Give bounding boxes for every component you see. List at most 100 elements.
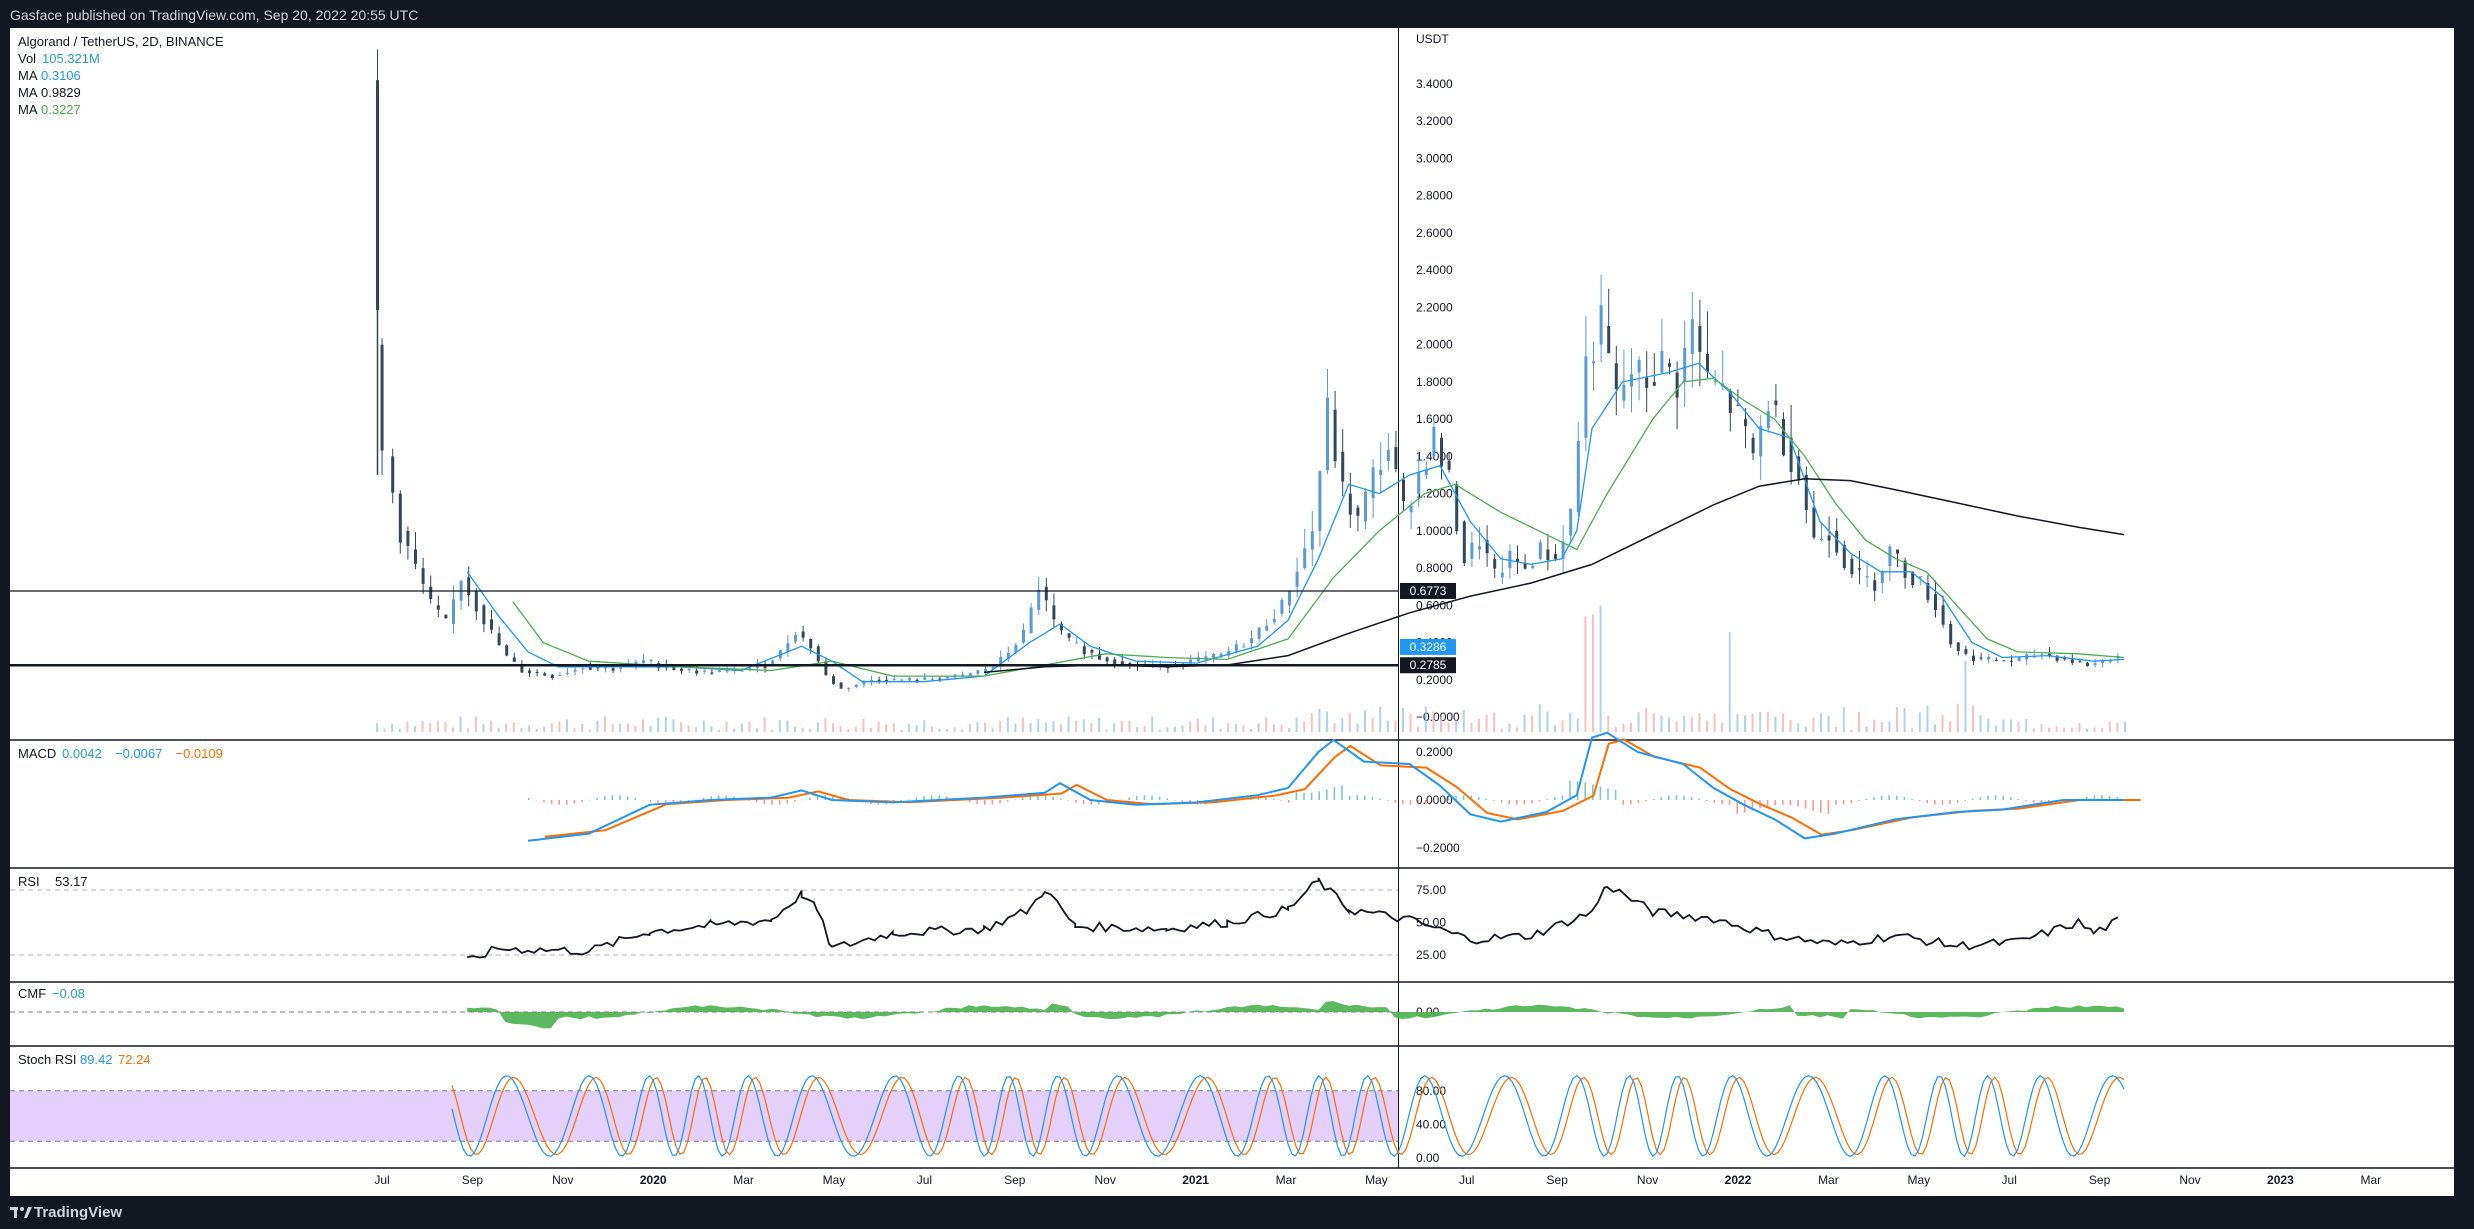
volume-bar [1462,709,1465,732]
candle-body [1022,629,1025,643]
macd-histogram-bar [786,800,788,804]
volume-bar [2040,723,2043,732]
candle-body [809,638,813,649]
volume-bar [1288,728,1290,732]
candle-body [1105,657,1109,662]
macd-histogram-bar [816,796,819,800]
volume-bar [2017,721,2020,732]
macd-histogram-bar [756,800,758,803]
legend-label: MA [18,102,38,117]
last-price-tag [1400,638,1456,655]
cmf-label: CMF [18,986,46,1001]
candle-body [854,684,858,687]
volume-bar [1417,726,1420,732]
volume-bar [1478,718,1480,732]
candle-body [976,670,980,674]
candle-body [1873,580,1877,591]
macd-histogram-bar [2093,795,2096,800]
time-tick-label: Mar [1818,1173,1839,1187]
level-price-label: 0.2785 [1410,658,1447,672]
time-tick-label: May [1365,1173,1388,1187]
candle-body [1538,542,1542,559]
macd-histogram-bar [2055,800,2058,805]
candle-body [1508,550,1512,569]
macd-histogram-bar [1637,800,1640,804]
volume-bar [1880,722,1883,732]
macd-histogram-bar [596,797,598,800]
volume-bar [1630,722,1632,732]
candle-body [885,679,889,682]
volume-bar [816,722,819,732]
macd-histogram-bar [1120,799,1123,800]
candle-body [467,577,471,596]
volume-bar [1972,705,1974,732]
candle-body [1341,451,1345,482]
volume-bar [1516,727,1518,732]
volume-bar [877,721,880,732]
candle-body [1903,560,1907,578]
volume-bar [999,720,1002,732]
volume-bar [1713,713,1716,732]
candle-body [1599,305,1603,345]
volume-bar [528,725,530,732]
volume-bar [588,729,591,732]
volume-bar [573,728,576,732]
chart-canvas[interactable]: 3.4000 3.2000 3.0000 2.8000 2.6000 2.4000 2.20… [10,28,2454,1196]
stoch-k-line [451,1074,2125,1158]
macd-histogram-bar [1417,800,1419,805]
candle-body [1774,400,1778,406]
volume-bar [1394,720,1397,732]
macd-histogram-bar [1371,796,1374,800]
macd-label: MACD [18,746,56,761]
macd-histogram-bar [1554,797,1556,800]
macd-histogram-bar [1447,797,1450,800]
candle-body [1842,544,1846,568]
macd-histogram-bar [1143,795,1146,800]
macd-histogram-bar [550,800,553,804]
candle-body [558,674,562,677]
volume-bar [1751,713,1754,732]
candle-body [771,660,775,665]
macd-histogram-bar [664,800,667,805]
volume-bar [467,728,470,732]
volume-bar [908,723,910,732]
macd-histogram-bar [725,795,728,800]
time-tick-label: Mar [2360,1173,2381,1187]
volume-bar [809,728,812,732]
macd-histogram-bar [1318,791,1320,800]
volume-bar [1181,725,1184,732]
volume-bar [1136,727,1138,732]
volume-bar [984,722,986,732]
volume-bar [832,723,834,732]
macd-histogram-bar [938,795,940,800]
volume-bar [1470,722,1473,732]
candle-body [1964,649,1968,654]
volume-bar [1067,716,1070,732]
candle-body [824,661,828,675]
volume-bar [1774,716,1777,732]
volume-bar [596,720,599,732]
volume-bar [1592,614,1594,732]
volume-bar [756,728,758,732]
legend-label: MA [18,68,38,83]
price-tick-label: −0.0000 [1416,710,1460,724]
volume-bar [1690,716,1693,732]
macd-tick-label: 0.0000 [1416,793,1453,807]
volume-bar [505,723,508,732]
candle-body [2086,663,2089,667]
macd-line [527,731,2124,842]
candle-body [452,599,455,624]
macd-histogram-bar [1356,795,1358,800]
macd-histogram-bar [1903,797,1906,800]
macd-histogram-bar [1280,800,1282,801]
candle-body [1333,409,1337,462]
candle-body [588,666,592,670]
macd-histogram-bar [1622,800,1624,805]
time-tick-label: 2020 [640,1173,667,1187]
candle-body [1690,319,1694,354]
volume-bar [1303,721,1306,732]
volume-bar [2002,719,2005,732]
candle-body [596,667,600,669]
macd-histogram-bar [1964,800,1966,801]
level-price-tag [1400,657,1456,674]
